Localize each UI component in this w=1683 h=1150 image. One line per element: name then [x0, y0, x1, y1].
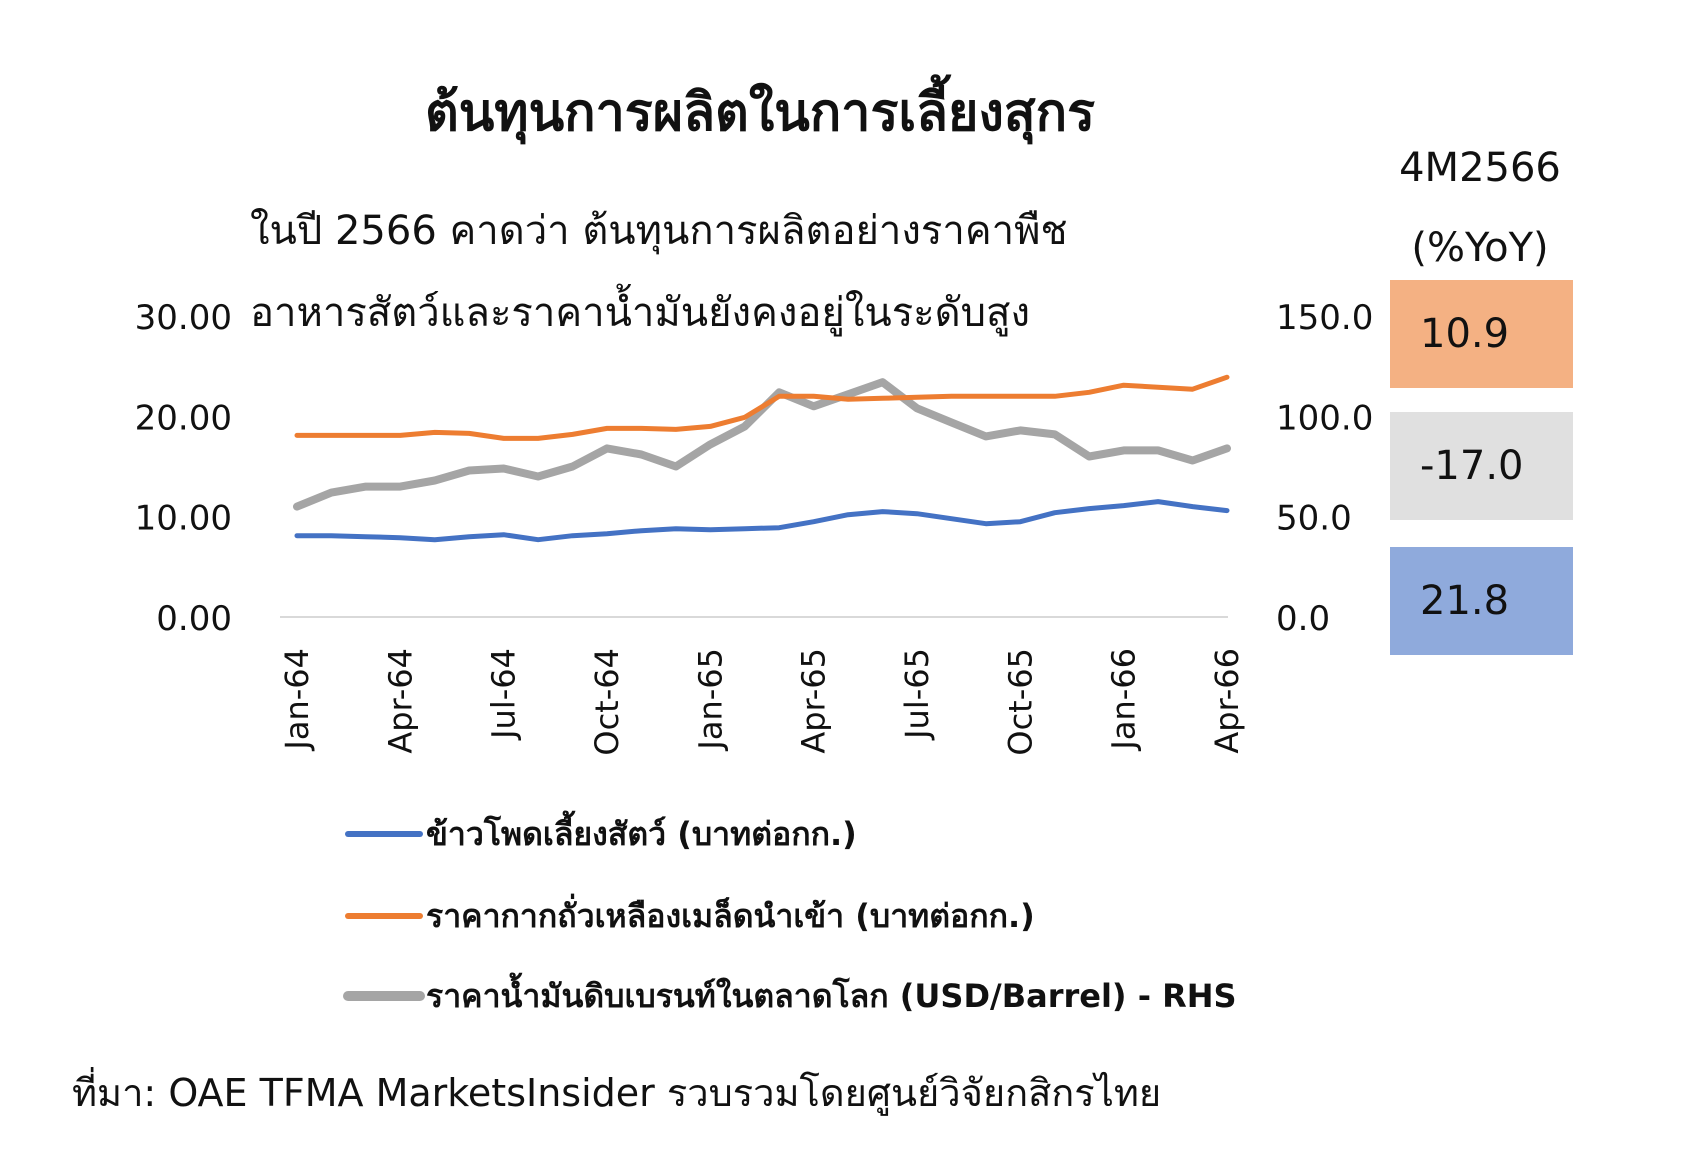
- x-tick-label: Oct-65: [1001, 648, 1039, 756]
- series-line-0: [294, 499, 1230, 543]
- y-left-tick-label: 30.00: [135, 298, 232, 338]
- yoy-box-corn: 21.8: [1390, 547, 1573, 655]
- chart-title: ต้นทุนการผลิตในการเลี้ยงสุกร: [424, 83, 1096, 143]
- legend-label-2: ราคาน้ำมันดิบเบรนท์ในตลาดโลก (USD/Barrel…: [426, 972, 1237, 1015]
- x-tick-label: Apr-64: [381, 648, 419, 754]
- yoy-period-label: 4M2566: [1399, 145, 1561, 191]
- y-left-tick-label: 0.00: [156, 599, 232, 639]
- x-tick-label: Jan-66: [1105, 648, 1143, 752]
- y-right-tick-label: 50.0: [1276, 499, 1352, 539]
- y-right-tick-label: 100.0: [1276, 398, 1373, 438]
- x-tick-label: Jan-64: [278, 648, 316, 752]
- yoy-unit-label: (%YoY): [1411, 225, 1549, 271]
- series-line-1: [294, 374, 1230, 441]
- subtitle-line-2: อาหารสัตว์และราคาน้ำมันยังคงอยู่ในระดับส…: [250, 290, 1030, 336]
- yoy-box-soybean: 10.9: [1390, 280, 1573, 388]
- y-left-tick-label: 10.00: [135, 499, 232, 539]
- x-tick-label: Jul-65: [898, 648, 936, 741]
- x-tick-label: Oct-64: [588, 648, 626, 756]
- yoy-header: 4M2566 (%YoY): [1380, 128, 1580, 288]
- y-right-tick-label: 0.0: [1276, 599, 1330, 639]
- legend-label-1: ราคากากถั่วเหลืองเมล็ดนำเข้า (บาทต่อกก.): [426, 893, 1035, 935]
- chart-subtitle: ในปี 2566 คาดว่า ต้นทุนการผลิตอย่างราคาพ…: [250, 190, 1260, 354]
- x-tick-label: Jan-65: [691, 648, 729, 752]
- subtitle-line-1: ในปี 2566 คาดว่า ต้นทุนการผลิตอย่างราคาพ…: [250, 208, 1068, 254]
- source-note: ที่มา: OAE TFMA MarketsInsider รวบรวมโดย…: [72, 1071, 1162, 1115]
- x-tick-label: Apr-65: [795, 648, 833, 754]
- y-right-tick-label: 150.0: [1276, 298, 1373, 338]
- x-tick-label: Apr-66: [1208, 648, 1246, 754]
- series-line-2: [293, 378, 1231, 511]
- y-left-tick-label: 20.00: [135, 398, 232, 438]
- x-tick-label: Jul-64: [485, 648, 523, 741]
- yoy-box-oil: -17.0: [1390, 412, 1573, 520]
- legend-label-0: ข้าวโพดเลี้ยงสัตว์ (บาทต่อกก.): [426, 810, 857, 853]
